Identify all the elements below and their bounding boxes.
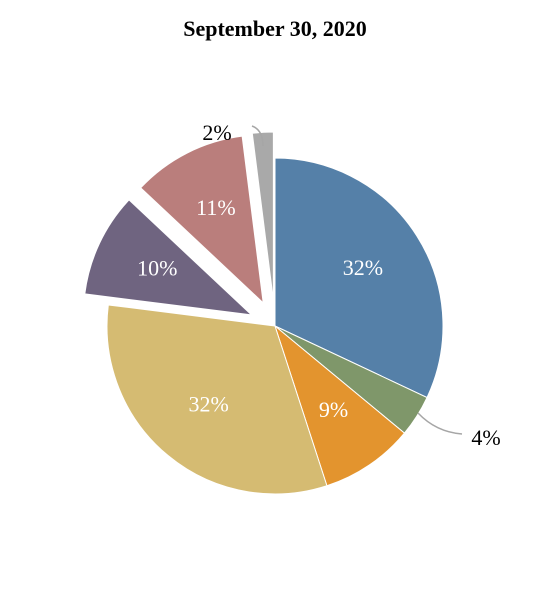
slice-label: 2%	[202, 120, 231, 145]
pie-slice	[273, 324, 406, 487]
pie-slice	[140, 135, 264, 305]
pie-slice	[106, 304, 328, 495]
slice-label: 32%	[188, 391, 228, 416]
slice-label: 32%	[343, 255, 383, 280]
pie-slice	[84, 199, 253, 316]
leader-line	[251, 125, 264, 147]
slice-label: 10%	[137, 256, 177, 281]
slice-label: 11%	[196, 195, 236, 220]
slice-label: 9%	[319, 397, 348, 422]
leader-line	[417, 412, 463, 435]
slice-label: 4%	[471, 425, 500, 450]
pie-slice	[274, 157, 444, 399]
chart-title: September 30, 2020	[183, 16, 367, 41]
pie-slice	[251, 131, 274, 301]
